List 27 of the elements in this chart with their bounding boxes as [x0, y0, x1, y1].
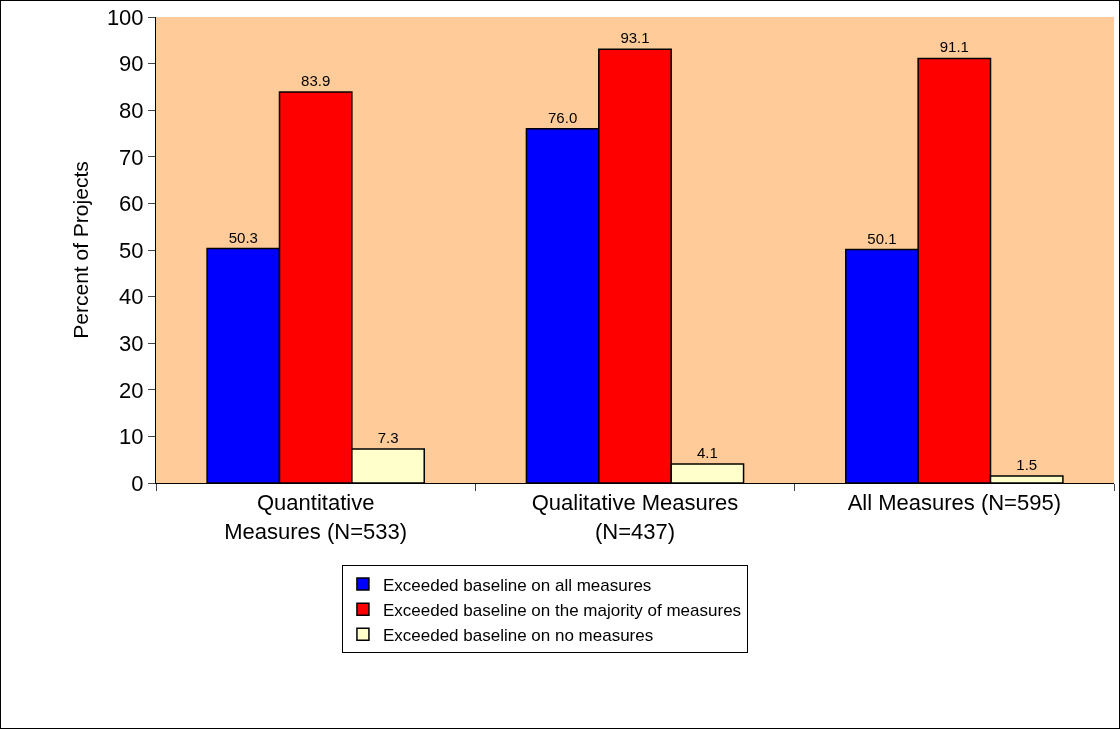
data-label: 93.1	[620, 29, 650, 47]
x-tick-label: All Measures (N=595)	[847, 490, 1062, 516]
legend-label: Exceeded baseline on all measures	[382, 575, 652, 595]
data-label: 83.9	[301, 72, 331, 90]
data-label: 76.0	[548, 108, 578, 126]
data-label: 7.3	[377, 428, 399, 446]
data-label: 4.1	[696, 443, 718, 461]
x-tick-label: Quantitative Measures (N=533)	[224, 490, 408, 544]
y-tick-label: 90	[119, 51, 144, 77]
y-tick-label: 20	[119, 377, 144, 403]
y-tick-label: 50	[119, 237, 144, 263]
y-tick-label: 60	[119, 191, 144, 217]
data-label: 91.1	[939, 38, 969, 56]
y-tick-label: 0	[131, 470, 144, 496]
data-label: 50.1	[867, 229, 897, 247]
y-tick-label: 10	[119, 424, 144, 450]
y-axis-title: Percent of Projects	[69, 161, 93, 339]
y-tick-label: 80	[119, 97, 144, 123]
data-label: 50.3	[228, 228, 258, 246]
y-tick-label: 40	[119, 284, 144, 310]
y-tick-label: 100	[106, 4, 144, 30]
y-tick-label: 70	[119, 144, 144, 170]
data-label: 1.5	[1016, 456, 1038, 474]
y-tick-label: 30	[119, 330, 144, 356]
x-tick-label: Qualitative Measures (N=437)	[531, 490, 739, 544]
legend-label: Exceeded baseline on no measures	[382, 625, 654, 645]
legend-label: Exceeded baseline on the majority of measures	[382, 600, 742, 620]
